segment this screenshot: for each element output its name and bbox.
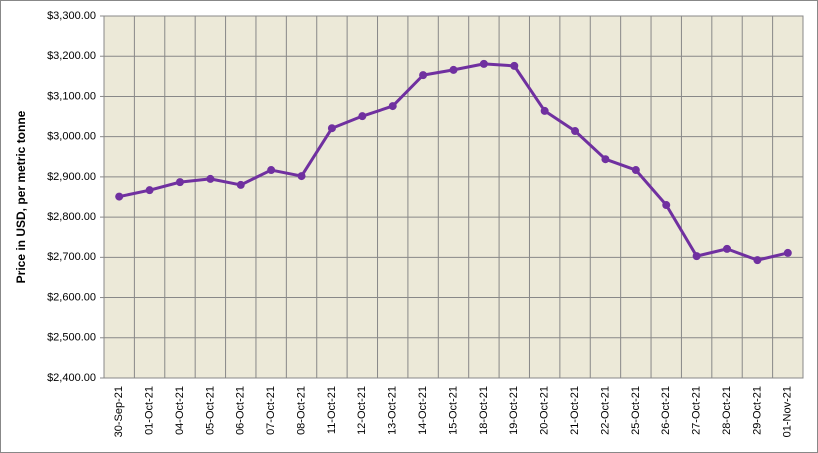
point: [753, 256, 762, 265]
point: [449, 65, 458, 74]
point: [145, 186, 154, 195]
x-tick-label: 21-Oct-21: [569, 386, 581, 435]
point: [267, 166, 276, 175]
point: [783, 248, 792, 257]
y-tick-label: $3,100.00: [47, 90, 96, 102]
point: [115, 192, 124, 201]
x-tick-label: 01-Oct-21: [143, 386, 155, 435]
point: [723, 244, 732, 253]
point: [631, 166, 640, 175]
plot-area: [103, 15, 804, 379]
y-tick-label: $2,400.00: [47, 372, 96, 384]
x-tick-label: 07-Oct-21: [265, 386, 277, 435]
point: [510, 61, 519, 70]
point: [692, 252, 701, 261]
x-tick-label: 12-Oct-21: [356, 386, 368, 435]
point: [175, 178, 184, 187]
y-tick-label: $3,200.00: [47, 50, 96, 62]
point: [540, 106, 549, 115]
x-tick-label: 01-Nov-21: [782, 386, 794, 437]
x-tick-label: 18-Oct-21: [478, 386, 490, 435]
x-tick-label: 04-Oct-21: [174, 386, 186, 435]
point: [601, 155, 610, 164]
x-tick-label: 13-Oct-21: [387, 386, 399, 435]
x-tick-label: 06-Oct-21: [235, 386, 247, 435]
y-tick-label: $2,800.00: [47, 211, 96, 223]
x-tick-label: 28-Oct-21: [721, 386, 733, 435]
y-tick-label: $2,600.00: [47, 291, 96, 303]
x-tick-label: 08-Oct-21: [295, 386, 307, 435]
x-tick-label: 20-Oct-21: [539, 386, 551, 435]
point: [388, 102, 397, 111]
y-tick-label: $2,700.00: [47, 251, 96, 263]
point: [236, 180, 245, 189]
point: [662, 201, 671, 210]
y-axis-label: Price in USD, per metric tonne: [14, 110, 28, 283]
point: [327, 124, 336, 133]
x-tick-label: 15-Oct-21: [447, 386, 459, 435]
y-tick-label: $3,300.00: [47, 10, 96, 22]
point: [419, 71, 428, 80]
y-tick-label: $2,500.00: [47, 332, 96, 344]
x-tick-label: 30-Sep-21: [113, 386, 125, 437]
point: [297, 172, 306, 181]
x-tick-label: 19-Oct-21: [508, 386, 520, 435]
x-tick-label: 11-Oct-21: [326, 386, 338, 434]
point: [479, 59, 488, 68]
point: [358, 112, 367, 121]
x-tick-label: 26-Oct-21: [660, 386, 672, 435]
y-tick-label: $2,900.00: [47, 171, 96, 183]
x-tick-label: 25-Oct-21: [630, 386, 642, 435]
x-tick-label: 14-Oct-21: [417, 386, 429, 435]
x-tick-label: 05-Oct-21: [204, 386, 216, 435]
point: [206, 174, 215, 183]
x-tick-label: 27-Oct-21: [691, 386, 703, 435]
x-tick-label: 22-Oct-21: [599, 386, 611, 435]
point: [571, 127, 580, 136]
x-tick-label: 29-Oct-21: [751, 386, 763, 435]
y-tick-label: $3,000.00: [47, 131, 96, 143]
